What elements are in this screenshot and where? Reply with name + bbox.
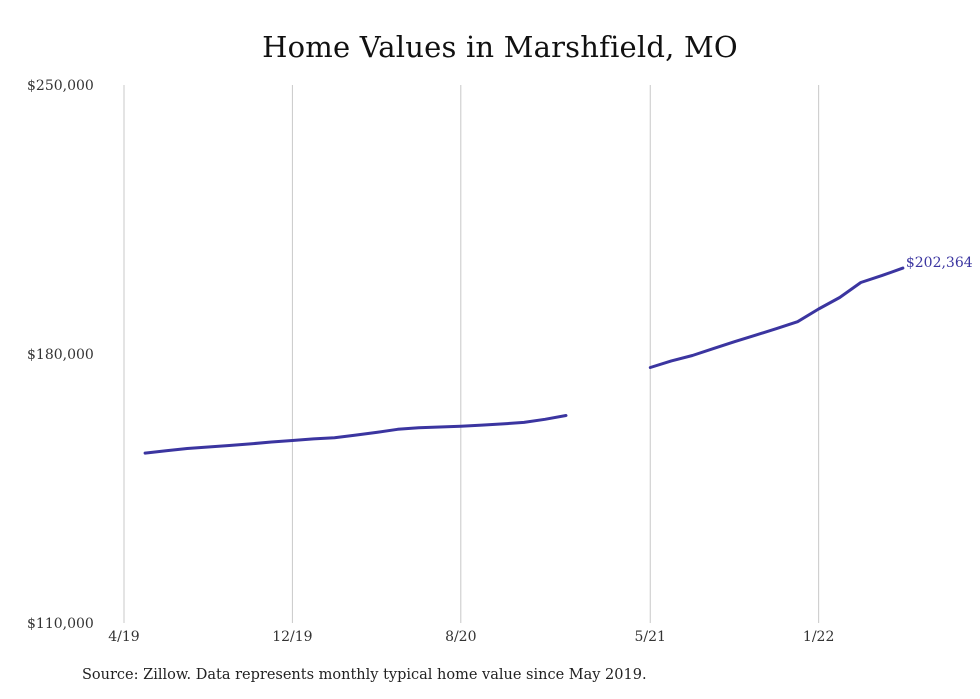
source-note: Source: Zillow. Data represents monthly … [82,667,647,683]
data-label: $202,364 [906,255,973,271]
y-tick-label: $180,000 [27,347,94,363]
chart-title: Home Values in Marshfield, MO [262,30,738,64]
series-line [143,414,568,455]
y-tick-label: $110,000 [27,616,94,632]
x-tick-label: 5/21 [635,629,666,645]
series-line [648,266,905,369]
x-tick-label: 8/20 [445,629,476,645]
y-axis: $250,000 $180,000 $110,000 [27,78,94,632]
x-tick-label: 4/19 [108,629,139,645]
x-tick-label: 12/19 [272,629,312,645]
y-tick-label: $250,000 [27,78,94,94]
x-axis: 4/19 12/19 8/20 5/21 1/22 [108,629,834,645]
data-labels: $202,364 [906,255,973,271]
gridlines [123,85,820,623]
x-tick-label: 1/22 [803,629,834,645]
series-lines [143,266,905,455]
